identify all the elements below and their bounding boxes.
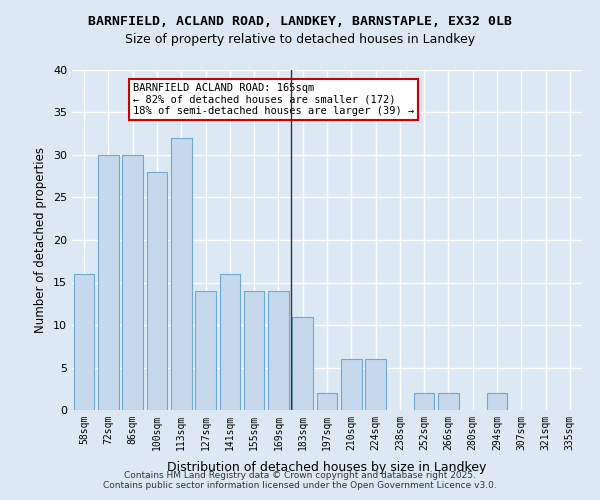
Bar [98,155,119,410]
Bar [220,274,240,410]
Bar [195,291,216,410]
Bar [414,393,434,410]
Bar [317,393,337,410]
Bar [341,359,362,410]
Bar [438,393,459,410]
Text: BARNFIELD, ACLAND ROAD, LANDKEY, BARNSTAPLE, EX32 0LB: BARNFIELD, ACLAND ROAD, LANDKEY, BARNSTA… [88,15,512,28]
Bar [74,274,94,410]
Bar [487,393,508,410]
Bar [146,172,167,410]
Y-axis label: Number of detached properties: Number of detached properties [34,147,47,333]
Bar [365,359,386,410]
Text: BARNFIELD ACLAND ROAD: 165sqm
← 82% of detached houses are smaller (172)
18% of : BARNFIELD ACLAND ROAD: 165sqm ← 82% of d… [133,82,414,116]
Text: Contains HM Land Registry data © Crown copyright and database right 2025.
Contai: Contains HM Land Registry data © Crown c… [103,470,497,490]
Bar [244,291,265,410]
Bar [122,155,143,410]
Text: Size of property relative to detached houses in Landkey: Size of property relative to detached ho… [125,32,475,46]
Bar [292,316,313,410]
Bar [268,291,289,410]
Bar [171,138,191,410]
X-axis label: Distribution of detached houses by size in Landkey: Distribution of detached houses by size … [167,461,487,474]
